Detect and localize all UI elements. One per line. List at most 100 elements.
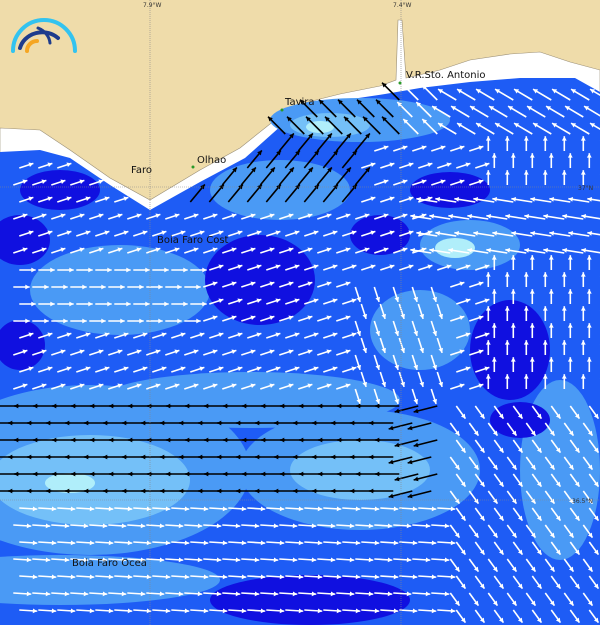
current-arrow-head xyxy=(289,167,294,173)
current-arrow-head xyxy=(140,488,146,494)
current-arrow-head xyxy=(517,515,523,521)
place-label-boia-faro-cost[interactable]: Boia Faro Cost xyxy=(157,235,229,246)
current-arrow-head xyxy=(403,119,409,124)
current-arrow-head xyxy=(580,374,586,379)
current-arrow-head xyxy=(260,403,266,409)
current-arrow-head xyxy=(454,197,460,202)
current-arrow-head xyxy=(492,197,498,202)
current-arrow-head xyxy=(292,420,298,426)
current-arrow-head xyxy=(45,488,51,494)
current-arrow-head xyxy=(83,591,89,597)
current-arrow-head xyxy=(536,447,542,453)
current-arrow-head xyxy=(177,318,182,324)
current-arrow-head xyxy=(193,247,199,253)
current-arrow-head xyxy=(387,557,393,563)
current-arrow-head xyxy=(562,248,568,253)
place-label-faro[interactable]: Faro xyxy=(131,165,152,176)
current-arrow-head xyxy=(336,540,342,546)
current-arrow-head xyxy=(22,247,28,253)
current-arrow-head xyxy=(121,488,127,494)
current-arrow-head xyxy=(275,264,281,270)
current-arrow-head xyxy=(549,600,555,606)
place-label-tavira[interactable]: Tavira xyxy=(284,97,315,108)
current-arrow-head xyxy=(514,89,520,94)
current-arrow-head xyxy=(158,284,163,290)
place-label-boia-faro-ocea[interactable]: Boia Faro Ocea xyxy=(72,558,147,569)
current-arrow-head xyxy=(102,591,108,597)
current-arrow-head xyxy=(273,454,279,460)
current-arrow-head xyxy=(344,116,349,122)
current-arrow-head xyxy=(590,123,596,128)
current-arrow-head xyxy=(45,591,51,597)
current-arrow-head xyxy=(136,213,142,219)
current-arrow-head xyxy=(485,306,491,311)
current-arrow-head xyxy=(465,264,471,270)
current-arrow-head xyxy=(155,213,161,219)
current-arrow-head xyxy=(498,549,504,555)
current-arrow-head xyxy=(388,425,394,431)
current-arrow-head xyxy=(479,583,485,589)
current-arrow-head xyxy=(552,123,558,128)
current-arrow-head xyxy=(407,425,413,431)
current-arrow-head xyxy=(530,464,536,470)
current-arrow-head xyxy=(241,540,247,546)
current-arrow-head xyxy=(89,471,95,477)
place-label-olhao[interactable]: Olhao xyxy=(197,155,226,166)
current-arrow-head xyxy=(356,398,362,404)
current-arrow-head xyxy=(161,366,167,372)
current-arrow-head xyxy=(108,437,114,443)
current-arrow-head xyxy=(375,364,381,370)
current-arrow-head xyxy=(203,608,209,614)
current-arrow-head xyxy=(400,313,406,319)
current-arrow-head xyxy=(26,557,32,563)
current-arrow-head xyxy=(351,366,357,372)
current-arrow-head xyxy=(587,532,593,538)
place-label-vrsa[interactable]: V.R.Sto. Antonio xyxy=(406,70,486,81)
current-arrow-head xyxy=(498,447,504,453)
current-arrow-head xyxy=(180,366,186,372)
current-arrow-head xyxy=(298,471,304,477)
current-arrow-head xyxy=(370,230,376,236)
current-arrow-head xyxy=(376,99,381,105)
current-arrow-head xyxy=(574,617,580,623)
current-arrow-head xyxy=(511,197,517,202)
current-arrow-head xyxy=(326,383,332,389)
current-arrow-head xyxy=(495,123,501,128)
current-arrow-head xyxy=(330,523,336,529)
current-arrow-head xyxy=(155,247,161,253)
current-arrow-head xyxy=(127,540,133,546)
current-arrow-head xyxy=(587,197,593,202)
current-arrow-head xyxy=(536,413,542,419)
current-arrow-head xyxy=(273,557,279,563)
current-arrow-head xyxy=(349,454,355,460)
current-arrow-head xyxy=(548,289,554,294)
current-arrow-head xyxy=(422,85,428,90)
current-arrow-head xyxy=(241,403,247,409)
current-arrow-head xyxy=(375,398,381,404)
current-arrow-head xyxy=(460,583,466,589)
current-arrow-head xyxy=(510,153,516,158)
current-arrow-head xyxy=(117,213,123,219)
current-arrow-head xyxy=(368,488,374,494)
current-arrow-head xyxy=(235,557,241,563)
current-arrow-head xyxy=(459,315,465,321)
current-arrow-head xyxy=(465,162,471,168)
current-arrow-head xyxy=(161,230,167,236)
current-arrow-head xyxy=(567,153,573,158)
current-arrow-head xyxy=(336,403,342,409)
current-arrow-head xyxy=(183,301,188,307)
current-arrow-head xyxy=(363,116,368,122)
current-arrow-head xyxy=(47,230,53,236)
current-arrow-head xyxy=(352,150,357,156)
current-arrow-head xyxy=(212,315,218,321)
current-arrow-head xyxy=(159,488,165,494)
current-arrow-head xyxy=(85,230,91,236)
current-arrow-head xyxy=(549,197,555,202)
current-arrow-head xyxy=(178,488,184,494)
current-arrow-head xyxy=(183,267,188,273)
current-arrow-head xyxy=(568,430,574,436)
current-arrow-head xyxy=(478,383,484,389)
current-arrow-head xyxy=(460,447,466,453)
current-arrow-head xyxy=(524,248,530,253)
